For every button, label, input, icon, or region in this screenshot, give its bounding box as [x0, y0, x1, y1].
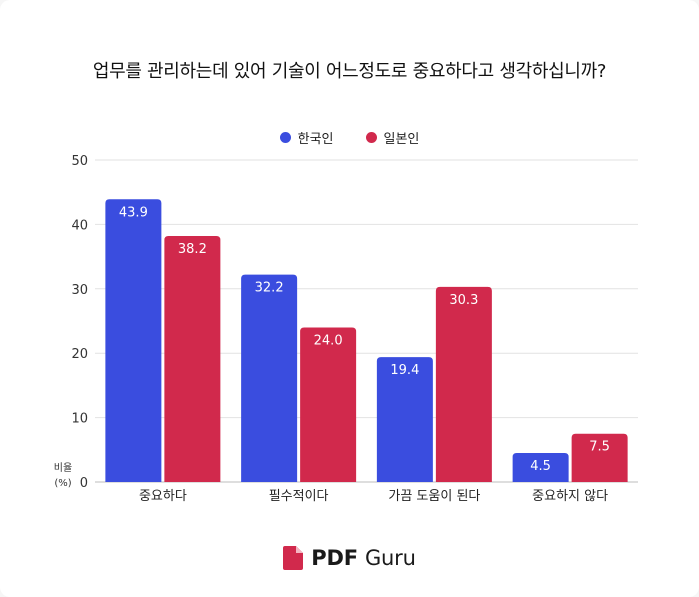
bar-japanese — [435, 286, 492, 482]
pdf-file-icon — [283, 546, 304, 570]
bar-chart: 0 10 20 30 40 50 비율 (%) 43.9 38.2 중요하다 32.2 24.0 필수적이… — [54, 154, 638, 504]
data-label: 32.2 — [255, 281, 284, 296]
legend-item-korean: 한국인 — [279, 128, 334, 147]
legend-label-korean: 한국인 — [297, 132, 334, 147]
legend-marker-japanese — [365, 132, 377, 143]
bar-korean — [376, 357, 433, 482]
data-label: 24.0 — [314, 333, 343, 348]
y-tick-label: 50 — [71, 154, 88, 169]
legend-item-japanese: 일본인 — [365, 128, 420, 147]
data-label: 7.5 — [589, 440, 610, 455]
x-tick-label: 중요하다 — [139, 489, 187, 504]
data-label: 30.3 — [449, 293, 478, 308]
brand-name-bold: PDF — [311, 546, 358, 570]
bar-japanese — [300, 327, 357, 482]
data-label: 43.9 — [119, 205, 148, 220]
brand-name: PDF Guru — [311, 546, 416, 570]
y-tick-label: 0 — [80, 476, 88, 491]
y-axis-label-line2: (%) — [54, 478, 71, 489]
legend-marker-korean — [279, 132, 291, 143]
chart-legend: 한국인 일본인 — [0, 128, 699, 147]
bar-korean — [241, 274, 298, 482]
bar-korean — [105, 199, 162, 482]
data-label: 38.2 — [178, 242, 207, 257]
x-tick-label: 필수적이다 — [269, 489, 329, 504]
legend-label-japanese: 일본인 — [383, 132, 420, 147]
bar-korean — [512, 453, 569, 482]
brand-name-rest: Guru — [364, 546, 416, 570]
brand-logo: PDF Guru — [0, 546, 699, 570]
y-tick-label: 40 — [71, 218, 88, 233]
y-tick-label: 30 — [71, 283, 88, 298]
data-label: 4.5 — [530, 459, 551, 474]
x-tick-label: 가끔 도움이 된다 — [388, 489, 480, 504]
y-tick-label: 20 — [71, 347, 88, 362]
chart-title: 업무를 관리하는데 있어 기술이 어느정도로 중요하다고 생각하십니까? — [92, 61, 607, 82]
y-tick-label: 10 — [71, 412, 88, 427]
bar-japanese — [571, 433, 628, 482]
bar-japanese — [164, 235, 221, 482]
y-axis-label-line1: 비율 — [54, 462, 72, 474]
data-label: 19.4 — [390, 363, 419, 378]
x-tick-label: 중요하지 않다 — [532, 489, 608, 504]
